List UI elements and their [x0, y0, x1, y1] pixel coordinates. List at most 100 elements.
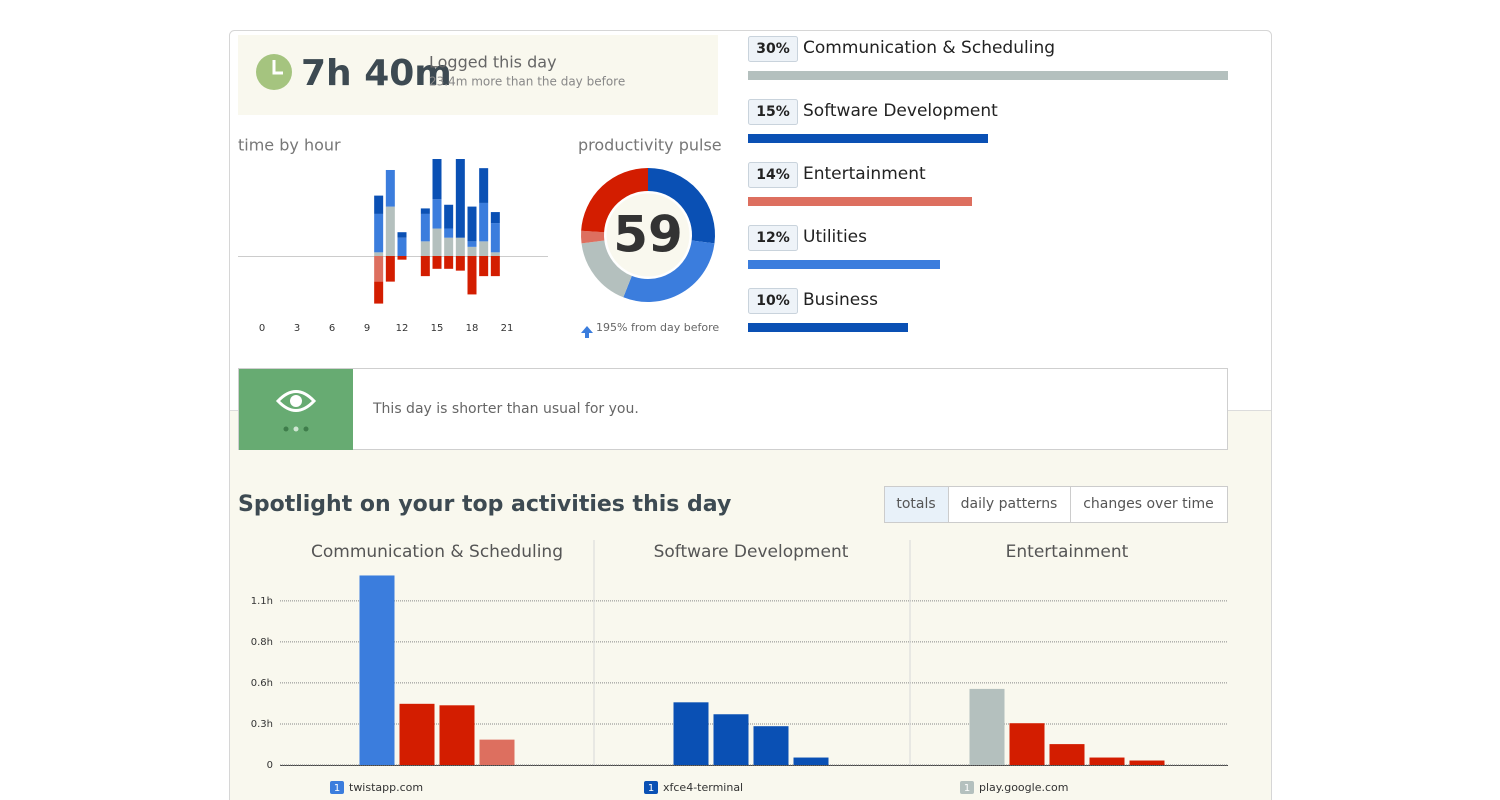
hour-bar — [479, 241, 489, 256]
activity-bar — [479, 739, 515, 765]
summary-box — [238, 35, 718, 115]
activity-bar — [399, 703, 435, 765]
hour-bar — [397, 256, 407, 260]
activity-bar — [673, 702, 709, 765]
panel-title: Entertainment — [1006, 542, 1129, 562]
x-tick-label: 15 — [431, 323, 444, 334]
hour-bar — [455, 256, 465, 271]
pulse-title: productivity pulse — [578, 136, 722, 155]
top-item: xfce4-terminal — [663, 781, 743, 794]
hour-bar — [374, 256, 384, 282]
hour-bar — [432, 228, 442, 256]
percent-box — [748, 36, 798, 62]
x-tick-label: 3 — [294, 323, 300, 334]
y-tick-label: 1.1h — [251, 596, 273, 607]
x-tick-label: 0 — [259, 323, 265, 334]
hour-bar — [490, 256, 500, 277]
pulse-segment — [647, 168, 715, 244]
hour-bar — [479, 256, 489, 277]
tab[interactable] — [884, 486, 949, 523]
tab[interactable] — [948, 486, 1071, 523]
hour-bar — [432, 256, 442, 269]
rank-number: 1 — [648, 783, 654, 794]
activity-bar — [793, 757, 829, 765]
rank-number: 1 — [964, 783, 970, 794]
rank-badge — [330, 781, 344, 794]
category-name: Entertainment — [803, 164, 926, 184]
y-tick-label: 0.6h — [251, 678, 273, 689]
insight-text: This day is shorter than usual for you. — [372, 401, 639, 417]
hour-bar — [385, 256, 395, 282]
category-name: Communication & Scheduling — [803, 38, 1055, 58]
top-item: twistapp.com — [349, 781, 423, 794]
pulse-segment — [581, 168, 649, 233]
x-tick-label: 18 — [466, 323, 479, 334]
activity-bar — [969, 688, 1005, 765]
hour-bar — [374, 213, 384, 253]
logged-label: Logged this day — [429, 53, 557, 72]
y-tick-label: 0.3h — [251, 719, 273, 730]
hour-bar — [467, 246, 477, 256]
x-tick-label: 9 — [364, 323, 370, 334]
hour-bar — [420, 256, 430, 277]
x-tick-label: 6 — [329, 323, 335, 334]
pulse-segment — [623, 239, 715, 302]
activity-bar — [1129, 760, 1165, 765]
hour-bar — [385, 206, 395, 256]
activity-bar — [753, 726, 789, 765]
rank-badge — [644, 781, 658, 794]
hourly-title: time by hour — [238, 136, 341, 155]
hour-bar — [420, 241, 430, 256]
top-item: play.google.com — [979, 781, 1068, 794]
activity-bar — [359, 575, 395, 765]
tab-label[interactable]: totals — [896, 496, 935, 512]
panel-title: Software Development — [654, 542, 849, 562]
tab-label[interactable]: daily patterns — [961, 496, 1058, 512]
y-tick-label: 0 — [267, 760, 273, 771]
rank-number: 1 — [334, 783, 340, 794]
pulse-score: 59 — [613, 206, 683, 264]
hour-bar — [467, 241, 477, 247]
hour-bar — [455, 237, 465, 256]
category-bar — [748, 323, 908, 332]
hour-bar — [374, 252, 384, 256]
activity-bar — [439, 705, 475, 765]
category-name: Utilities — [803, 227, 867, 247]
hour-bar — [444, 204, 454, 229]
hour-bar — [432, 199, 442, 229]
hour-bar — [467, 206, 477, 242]
hour-bar — [444, 228, 454, 238]
logged-time: 7h 40m — [301, 53, 452, 94]
hour-bar — [490, 223, 500, 253]
hour-bar — [420, 208, 430, 214]
percent-label: 14% — [756, 167, 790, 183]
hour-bar — [420, 213, 430, 242]
percent-box — [748, 225, 798, 251]
hour-bar — [374, 195, 384, 214]
percent-box — [748, 99, 798, 125]
percent-label: 15% — [756, 104, 790, 120]
category-name: Business — [803, 290, 878, 310]
category-bar — [748, 134, 988, 143]
hour-bar — [479, 202, 489, 242]
tab-label[interactable]: changes over time — [1083, 496, 1214, 512]
hour-bar — [467, 256, 477, 295]
hour-bar — [455, 159, 465, 238]
clock-icon — [256, 54, 292, 90]
hour-bar — [374, 281, 384, 304]
panel-title: Communication & Scheduling — [311, 542, 563, 562]
category-bar — [748, 197, 972, 206]
percent-label: 10% — [756, 293, 790, 309]
hour-bar — [444, 256, 454, 269]
activity-bar — [1089, 757, 1125, 765]
hour-bar — [490, 252, 500, 256]
pulse-segment — [581, 239, 633, 298]
up-arrow — [581, 326, 593, 338]
x-tick-label: 12 — [396, 323, 409, 334]
x-tick-label: 21 — [501, 323, 514, 334]
percent-box — [748, 288, 798, 314]
rank-badge — [960, 781, 974, 794]
tab[interactable] — [1070, 486, 1228, 523]
